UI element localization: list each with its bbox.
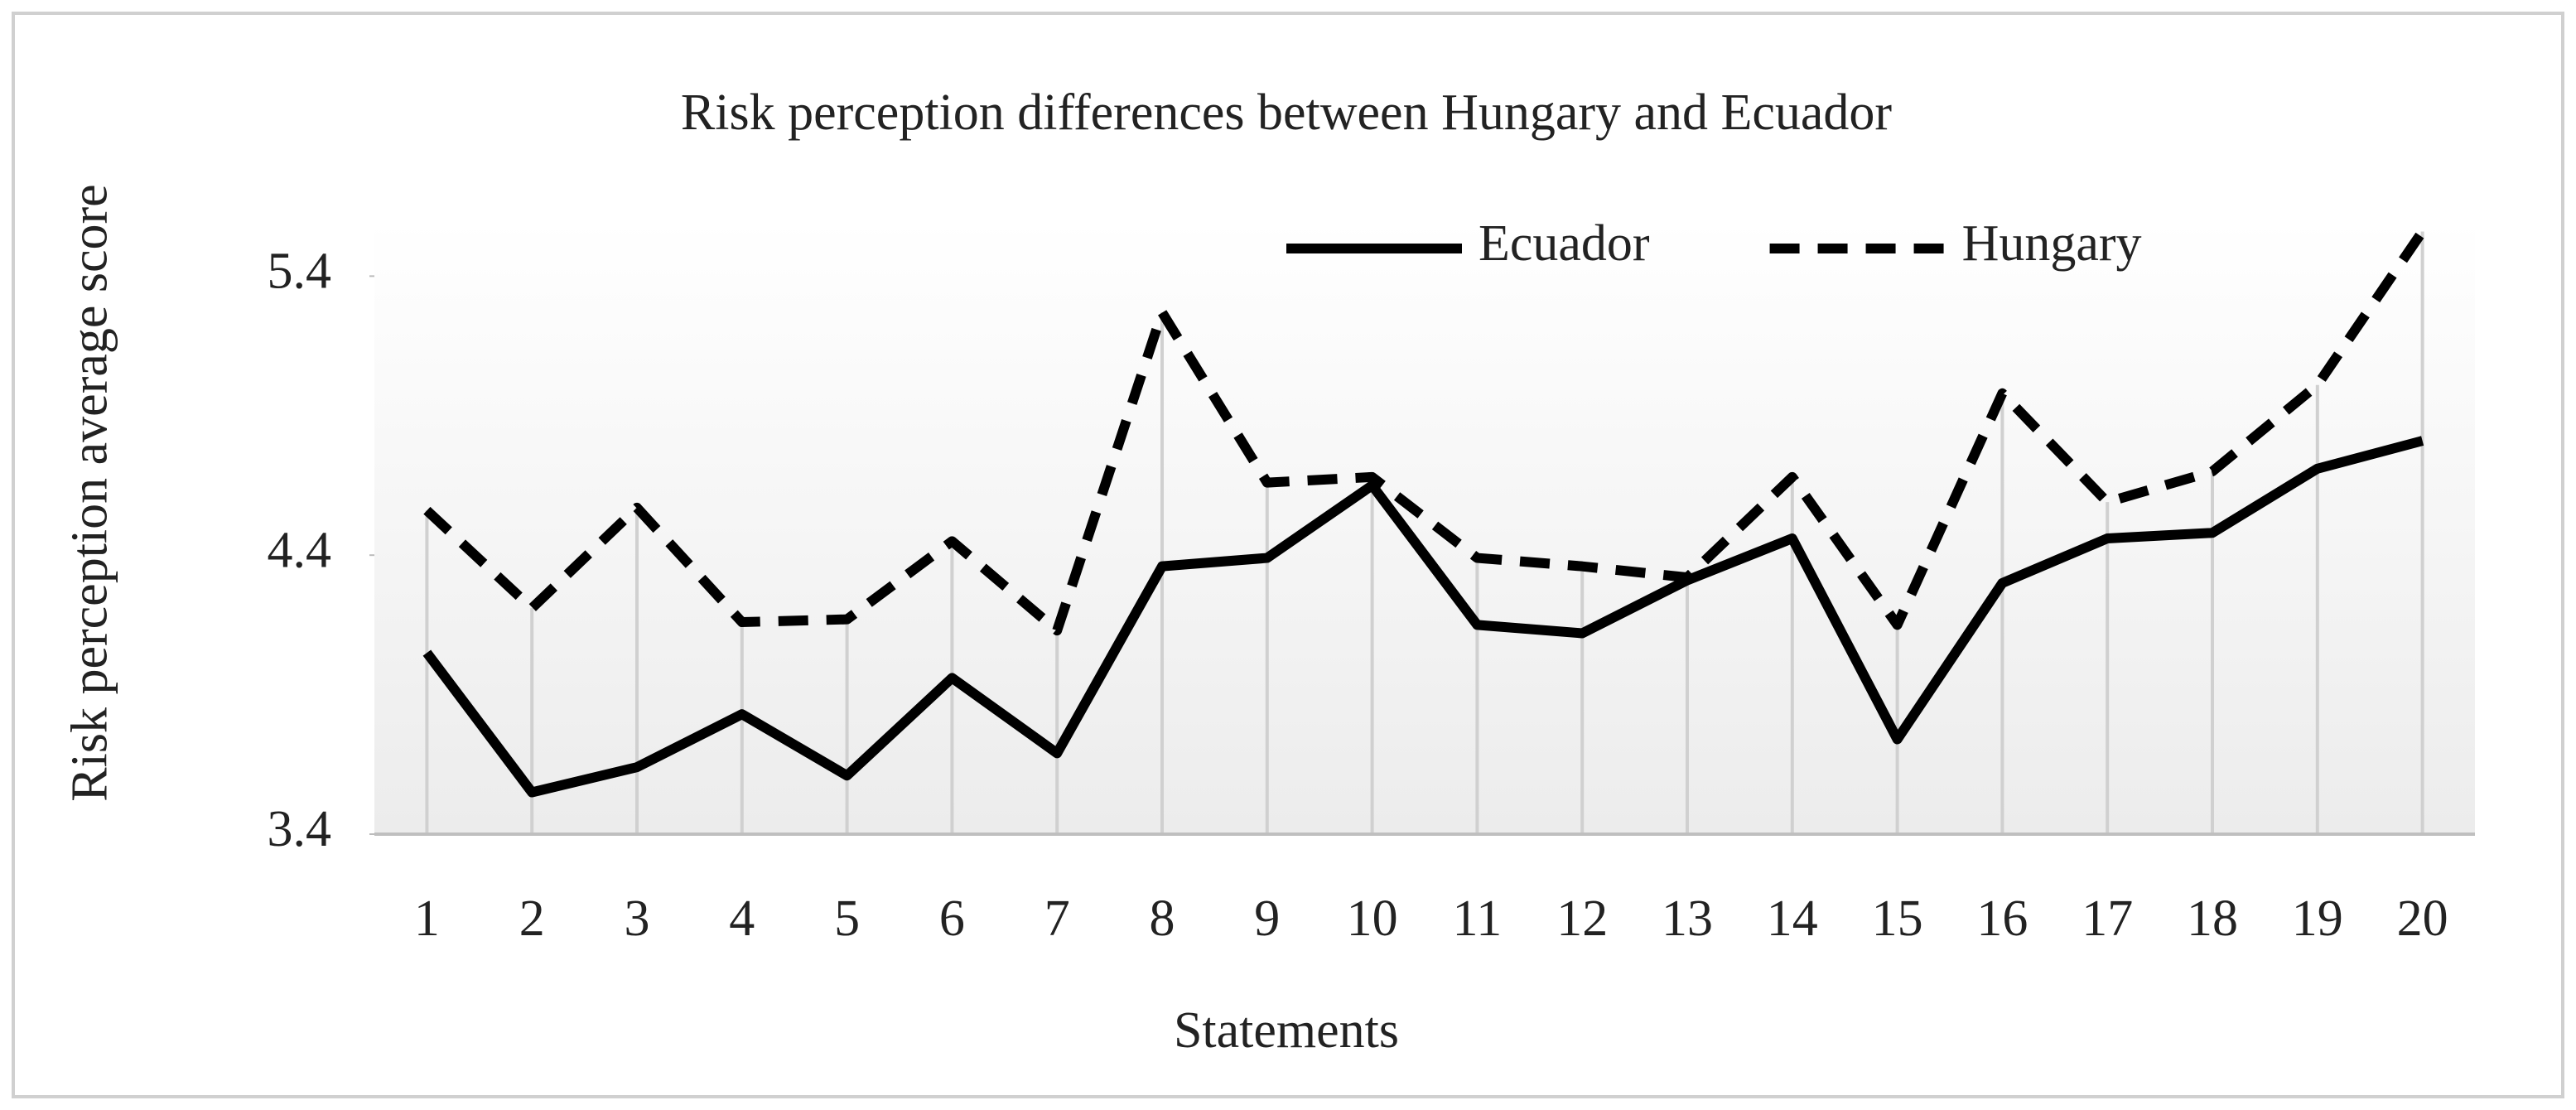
x-tick-label: 7 [1044, 890, 1070, 947]
chart-title: Risk perception differences between Hung… [681, 84, 1893, 141]
x-tick-label: 9 [1254, 890, 1280, 947]
plot-area [374, 220, 2475, 834]
x-tick-label: 11 [1453, 890, 1503, 947]
x-tick-label: 2 [519, 890, 545, 947]
x-tick-label: 6 [939, 890, 965, 947]
y-tick-label: 3.4 [268, 801, 332, 857]
x-tick-label: 20 [2397, 890, 2448, 947]
x-tick-label: 19 [2292, 890, 2343, 947]
x-tick-label: 4 [729, 890, 755, 947]
x-tick-label: 13 [1662, 890, 1713, 947]
legend-label: Ecuador [1479, 215, 1650, 272]
y-tick-label: 4.4 [268, 522, 332, 578]
x-tick-label: 1 [414, 890, 440, 947]
x-tick-label: 16 [1976, 890, 2028, 947]
x-tick-label: 8 [1150, 890, 1175, 947]
x-tick-label: 18 [2187, 890, 2238, 947]
x-tick-label: 3 [625, 890, 650, 947]
y-tick-label: 5.4 [268, 244, 332, 300]
legend-label: Hungary [1962, 215, 2142, 272]
x-tick-label: 12 [1556, 890, 1608, 947]
x-tick-label: 15 [1872, 890, 1923, 947]
series-line [422, 436, 2424, 798]
x-tick-label: 10 [1347, 890, 1398, 947]
y-axis-title: Risk perception average score [61, 184, 118, 802]
x-tick-label: 17 [2082, 890, 2133, 947]
x-axis-title: Statements [1174, 1002, 1399, 1059]
x-tick-label: 14 [1767, 890, 1818, 947]
series-line [423, 229, 2427, 636]
x-tick-label: 5 [834, 890, 860, 947]
